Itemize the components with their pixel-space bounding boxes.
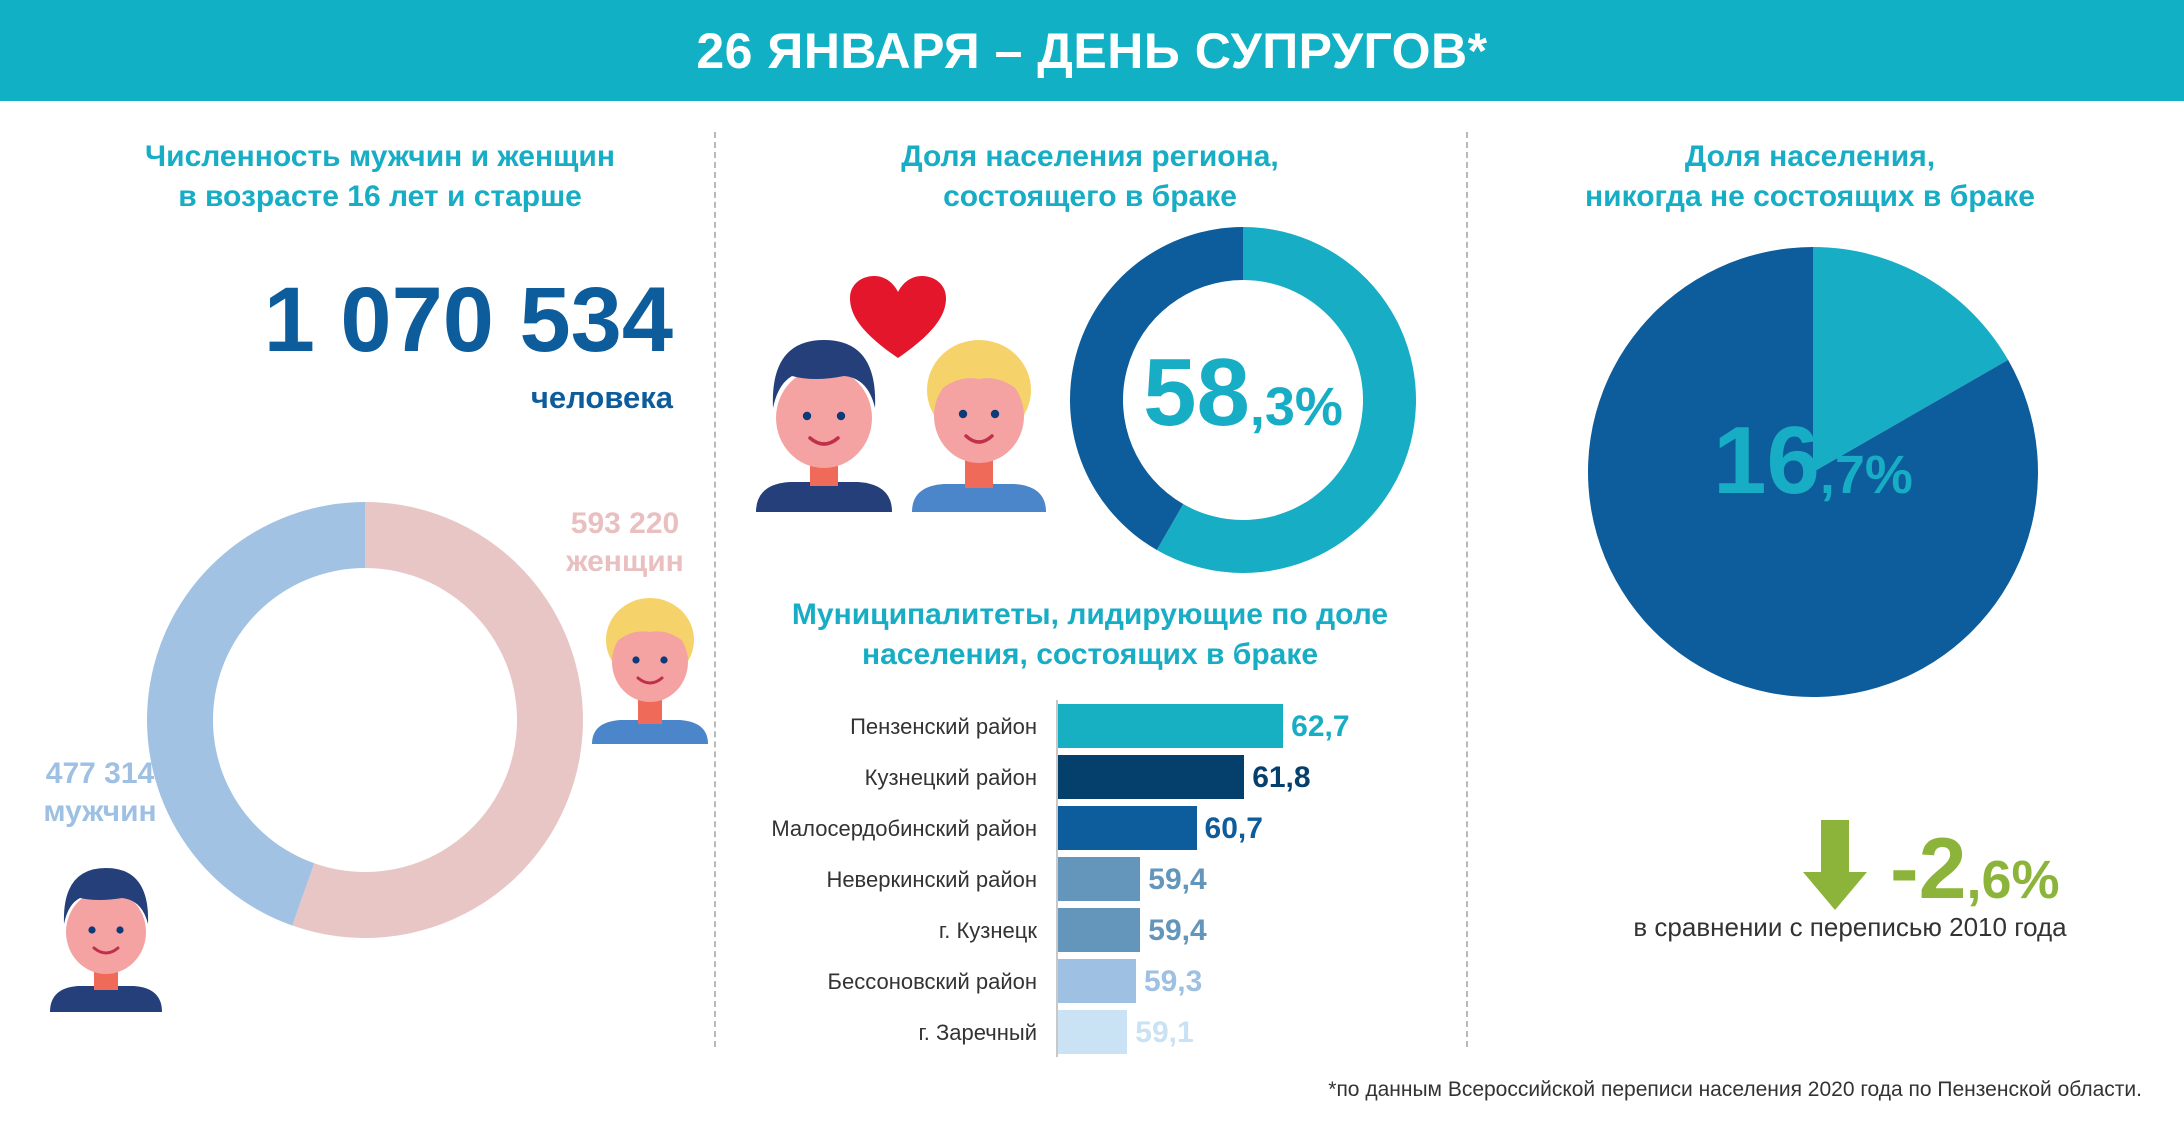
bar-category-label: Малосердобинский район (771, 816, 1037, 841)
bar-value-label: 59,4 (1148, 863, 1207, 896)
never-married-donut-slice-1 (1588, 247, 2038, 697)
left-title-line1: Численность мужчин и женщин (145, 140, 615, 173)
women-count-label: 593 220 женщин (515, 505, 735, 581)
married-donut-slice-0 (1156, 227, 1416, 573)
bar-category-label: Пензенский район (850, 714, 1037, 739)
bar-mark (1058, 704, 1284, 748)
bar-category-label: г. Заречный (918, 1020, 1037, 1045)
page-title: 26 ЯНВАРЯ – ДЕНЬ СУПРУГОВ* (696, 22, 1488, 79)
arrow-down-icon (1803, 820, 1867, 910)
gender-donut-slice-0 (292, 502, 583, 938)
never-married-donut-slice-0 (1813, 247, 2009, 472)
bar-category-label: Неверкинский район (826, 867, 1037, 892)
column-divider-right (1466, 132, 1468, 1047)
bar-mark (1058, 1010, 1128, 1054)
married-donut-chart (1070, 227, 1416, 573)
woman-avatar-icon (592, 598, 708, 744)
header-banner: 26 ЯНВАРЯ – ДЕНЬ СУПРУГОВ* (0, 0, 2184, 101)
left-section-title: Численность мужчин и женщин в возрасте 1… (40, 137, 720, 217)
never-married-share-dec: ,7% (1819, 445, 1913, 505)
bar-category-label: г. Кузнецк (938, 918, 1037, 943)
change-note: в сравнении с переписью 2010 года (1633, 912, 2067, 942)
bar-value-label: 60,7 (1204, 812, 1263, 845)
bars-title-line1: Муниципалитеты, лидирующие по доле (791, 598, 1389, 631)
bar-value-label: 62,7 (1291, 710, 1350, 743)
women-count-caption: женщин (566, 545, 684, 578)
total-population-unit: человека (530, 380, 673, 415)
right-title-line1: Доля населения, (1684, 140, 1936, 173)
bar-value-label: 59,3 (1143, 965, 1203, 998)
bar-mark (1058, 908, 1141, 952)
man-avatar-icon-couple (756, 340, 892, 512)
left-title-line2: в возрасте 16 лет и старше (178, 180, 582, 213)
man-avatar-icon (50, 868, 162, 1012)
middle-title-line2: состоящего в браке (943, 180, 1237, 213)
bar-value-label: 59,4 (1148, 914, 1207, 947)
bar-mark (1058, 959, 1136, 1003)
women-count-value: 593 220 (570, 507, 680, 540)
bar-value-label: 61,8 (1252, 761, 1311, 794)
men-count-value: 477 314 (45, 757, 155, 790)
married-share-int: 58 (1143, 339, 1250, 446)
never-married-share-value: 16,7% (1586, 406, 2040, 516)
married-share-value: 58,3% (1068, 338, 1418, 448)
married-share-dec: ,3% (1249, 377, 1343, 437)
bar-category-label: Бессоновский район (827, 969, 1037, 994)
right-section-title: Доля населения, никогда не состоящих в б… (1500, 137, 2120, 217)
men-count-caption: мужчин (43, 795, 157, 828)
middle-section-title: Доля населения региона, состоящего в бра… (790, 137, 1390, 217)
bar-mark (1058, 806, 1197, 850)
men-count-label: 477 314 мужчин (20, 755, 180, 831)
column-divider-left (714, 132, 716, 1047)
middle-title-line1: Доля населения региона, (901, 140, 1279, 173)
never-married-donut-chart (1588, 247, 2038, 697)
bar-value-label: 59,1 (1135, 1016, 1194, 1049)
heart-icon (850, 276, 946, 358)
right-title-line2: никогда не состоящих в браке (1585, 180, 2035, 213)
bars-title-line2: населения, состоящих в браке (861, 638, 1319, 671)
gender-donut-chart (147, 502, 583, 938)
bars-section-title: Муниципалитеты, лидирующие по доле насел… (740, 595, 1440, 675)
gender-donut-slice-1 (147, 502, 365, 926)
change-int: -2 (1890, 821, 1967, 917)
total-population-value: 1 070 534 (263, 269, 673, 371)
bar-category-label: Кузнецкий район (864, 765, 1037, 790)
bar-mark (1058, 755, 1245, 799)
footnote: *по данным Всероссийской переписи населе… (1328, 1078, 2142, 1101)
married-donut-slice-1 (1070, 227, 1243, 551)
woman-avatar-icon-couple (912, 340, 1046, 512)
bar-mark (1058, 857, 1141, 901)
change-value: -2,6% (1890, 820, 2060, 919)
bar-chart-axis (1056, 700, 1058, 1057)
never-married-share-int: 16 (1713, 407, 1820, 514)
change-dec: ,6% (1966, 850, 2060, 910)
